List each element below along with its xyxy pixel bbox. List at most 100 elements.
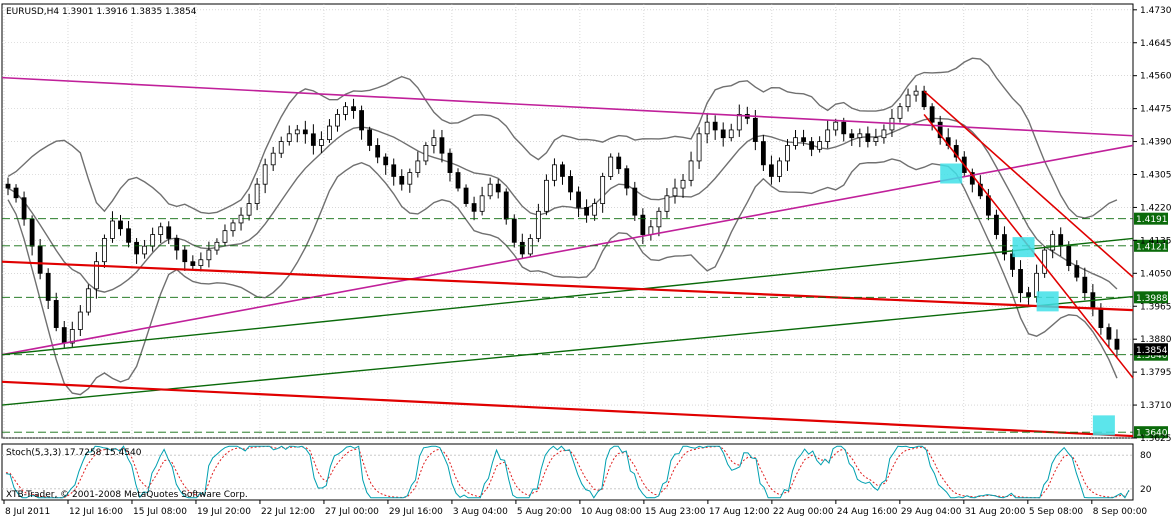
candle-body [833,121,839,131]
stochastic-pane[interactable]: Stoch(5,3,3) 17.7258 15.4540 XTB-Trader,… [1,443,1152,501]
candle-body [174,238,180,251]
candle-body [423,145,429,162]
candle-body [471,203,477,212]
candle-body [21,197,27,220]
candle-body [142,245,148,255]
candle-body [752,117,758,142]
candle-body [503,191,509,220]
candle-body [544,179,549,212]
time-tick-label: 22 Jul 12:00 [261,507,315,517]
candle-body [61,327,67,344]
candle-body [584,207,589,216]
candle-body [1026,292,1031,297]
current-price-label: 1.3854 [1136,346,1168,356]
candle-body [455,172,461,189]
candle-body [13,187,19,199]
time-tick-label: 5 Sep 08:00 [1029,507,1084,517]
price-tick-label: 1.3880 [1140,335,1171,345]
candle-body [793,137,798,146]
candle-body [632,187,638,216]
price-tick-label: 1.3710 [1140,401,1171,411]
red-trend-line-upper[interactable] [1,260,1134,312]
candle-body [777,160,782,177]
red-trend-line-lower[interactable] [1,380,1134,438]
current-price-box [1134,343,1168,356]
candle-body [487,183,493,197]
price-level-label: 1.3640 [1136,429,1168,439]
candle-body [407,172,413,185]
copyright-text: XTB-Trader, © 2001-2008 MetaQuotes Softw… [6,490,248,500]
candle-body [37,245,43,274]
candle-body [1066,245,1072,266]
stochastic-levels [2,454,1133,490]
magenta-resistance-line[interactable] [1,76,1134,137]
candle-body [1082,276,1088,294]
symbol-header: EURUSD,H4 1.3901 1.3916 1.3835 1.3854 [6,7,197,17]
candle-body [495,183,501,193]
candle-body [712,121,718,131]
candle-body [680,179,686,189]
candle-body [648,226,654,235]
candle-body [929,106,935,123]
price-tick-label: 1.4220 [1140,203,1171,213]
candle-body [126,228,131,243]
candle-body [921,90,927,108]
candle-body [519,241,525,255]
price-tick-label: 1.4645 [1140,39,1171,49]
candle-body [158,226,164,235]
price-level-label: 1.4121 [1136,242,1168,252]
green-trend-line-lower[interactable] [1,295,1134,406]
candle-body [568,176,573,193]
time-tick-label: 8 Jul 2011 [5,507,50,517]
candle-body [576,191,581,208]
candle-body [286,133,292,142]
horizontal-levels[interactable]: 1.4191 1.4121 1.3988 1.3840 1.3640 1.3854 [2,212,1168,439]
time-tick-label: 12 Jul 16:00 [69,507,123,517]
candle-body [857,133,863,139]
candle-body [849,133,855,139]
candle-body [391,164,397,177]
candle-body [302,129,308,135]
stochastic-pane-frame [1,443,1134,501]
highlight-box [940,163,963,184]
candle-body [222,230,228,243]
time-tick-label: 10 Aug 08:00 [581,507,642,517]
candle-body [230,222,236,232]
price-pane[interactable]: 1.4191 1.4121 1.3988 1.3840 1.3640 1.3854 EUR… [1,3,1171,444]
green-trend-line-upper[interactable] [1,237,1134,356]
stochastic-tick-label: 80 [1140,451,1152,461]
price-level-label: 1.3988 [1136,294,1168,304]
candle-body [608,156,614,177]
candle-body [246,203,252,216]
price-level-box [1134,426,1168,439]
candle-body [865,133,871,142]
candle-body [77,311,83,330]
candle-body [696,133,702,162]
bollinger-lower [7,158,1118,396]
candle-body [720,129,726,139]
candle-body [552,164,557,181]
candle-body [375,145,381,158]
time-axis: 8 Jul 2011 12 Jul 16:00 15 Jul 08:00 19 Jul… [3,500,1147,517]
stochastic-main-line [5,445,1130,499]
candle-body [29,218,35,247]
candle-body [310,133,316,146]
candle-body [399,176,405,185]
candle-body [728,129,734,139]
candle-body [817,141,823,150]
candle-body [93,261,99,290]
candle-body [439,137,445,154]
time-tick-label: 29 Jul 16:00 [389,507,443,517]
candle-body [270,152,276,166]
price-level-box [1134,239,1168,252]
stochastic-header: Stoch(5,3,3) 17.7258 15.4540 [6,448,142,458]
candle-body [278,141,284,154]
candle-body [367,129,373,146]
candle-body [905,94,911,108]
candle-body [254,183,260,204]
time-tick-label: 15 Jul 08:00 [133,507,187,517]
candle-body [937,121,943,139]
candle-body [1042,249,1048,274]
candle-body [110,220,115,239]
